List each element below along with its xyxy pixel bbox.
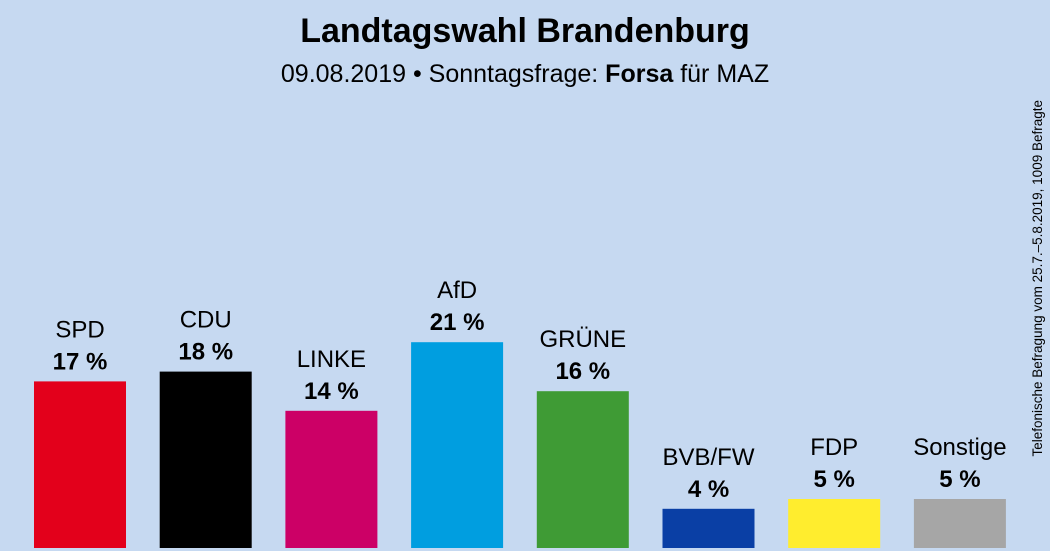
bar-linke — [285, 410, 378, 548]
bar-cdu — [159, 371, 252, 548]
category-label-linke: LINKE — [297, 346, 366, 373]
bar-bvb-fw — [662, 508, 755, 548]
subtitle-client: für MAZ — [673, 60, 770, 88]
value-label-cdu: 18 % — [178, 339, 233, 366]
value-label-afd: 21 % — [430, 309, 485, 336]
value-label-linke: 14 % — [304, 378, 359, 405]
category-label-fdp: FDP — [810, 434, 858, 461]
value-label-fdp: 5 % — [814, 466, 855, 493]
category-label-sonstige: Sonstige — [913, 434, 1006, 461]
bar-spd — [34, 381, 126, 548]
chart-title: Landtagswahl Brandenburg — [300, 12, 750, 50]
subtitle-institute: Forsa — [605, 60, 674, 88]
category-label-cdu: CDU — [180, 307, 232, 334]
chart-subtitle: 09.08.2019 • Sonntagsfrage: Forsa für MA… — [0, 60, 1050, 89]
bar-afd — [411, 342, 504, 548]
bar-fdp — [788, 499, 881, 548]
value-label-spd: 17 % — [53, 348, 108, 375]
bar-sonstige — [913, 499, 1006, 548]
category-label-bvb-fw: BVB/FW — [662, 444, 754, 471]
value-label-sonstige: 5 % — [939, 466, 980, 493]
value-label-grüne: 16 % — [555, 358, 610, 385]
survey-method-note: Telefonische Befragung vom 25.7.–5.8.201… — [1030, 100, 1045, 457]
category-label-grüne: GRÜNE — [539, 326, 626, 353]
value-label-bvb-fw: 4 % — [688, 476, 729, 503]
category-label-spd: SPD — [55, 316, 104, 343]
bar-grüne — [536, 391, 629, 548]
category-label-afd: AfD — [437, 277, 477, 304]
subtitle-date-question: 09.08.2019 • Sonntagsfrage: — [280, 60, 606, 88]
